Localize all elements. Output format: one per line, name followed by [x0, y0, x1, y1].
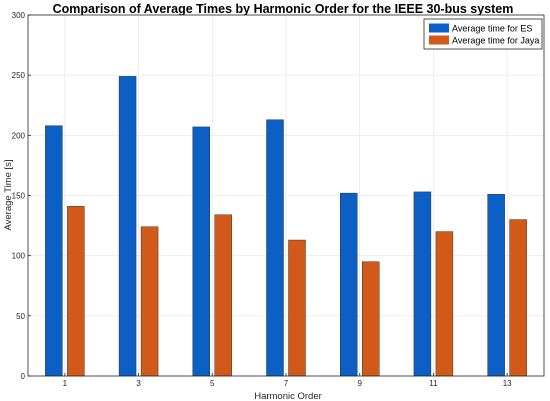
bar-jaya-3: [140, 226, 159, 377]
y-tick-label: 300: [12, 11, 26, 20]
y-tick-label: 250: [12, 71, 26, 80]
x-tick-label: 1: [63, 379, 68, 388]
bar-jaya-5: [214, 214, 232, 377]
bar-es-3: [118, 76, 137, 377]
bar-es-7: [266, 119, 284, 377]
bar-jaya-9: [362, 261, 380, 377]
legend-swatch-jaya: [429, 35, 449, 45]
bar-es-1: [45, 125, 63, 377]
y-tick-label: 200: [12, 131, 26, 140]
bar-es-5: [192, 126, 210, 377]
x-tick-label: 11: [429, 379, 438, 388]
legend-label-es: Average time for ES: [452, 24, 532, 34]
legend-label-jaya: Average time for Jaya: [452, 36, 539, 46]
x-tick-label: 9: [357, 379, 362, 388]
bar-es-9: [340, 192, 358, 377]
y-tick-label: 150: [12, 192, 26, 201]
bar-jaya-11: [435, 231, 454, 377]
bar-es-11: [413, 191, 432, 377]
y-tick-label: 100: [12, 252, 26, 261]
y-tick-label: 50: [16, 312, 25, 321]
y-axis-ticks: 0 50 100 150 200 250 300: [12, 11, 31, 381]
x-axis-label: Harmonic Order: [254, 391, 322, 401]
y-tick-label: 0: [21, 372, 26, 381]
y-axis-label: Average Time [s]: [3, 159, 14, 230]
bar-jaya-13: [509, 219, 527, 377]
x-tick-label: 7: [284, 379, 289, 388]
bar-es-13: [487, 194, 505, 377]
grid-lines: [28, 14, 544, 377]
bar-jaya-7: [288, 239, 306, 377]
x-tick-label: 5: [210, 379, 215, 388]
x-tick-label: 13: [503, 379, 512, 388]
x-tick-label: 3: [136, 379, 141, 388]
chart-title: Comparison of Average Times by Harmonic …: [53, 2, 514, 16]
legend-swatch-es: [429, 23, 449, 33]
legend: Average time for ES Average time for Jay…: [423, 18, 543, 50]
x-axis-ticks: 1 3 5 7 9 11 13: [63, 373, 512, 388]
bar-jaya-1: [67, 206, 85, 377]
